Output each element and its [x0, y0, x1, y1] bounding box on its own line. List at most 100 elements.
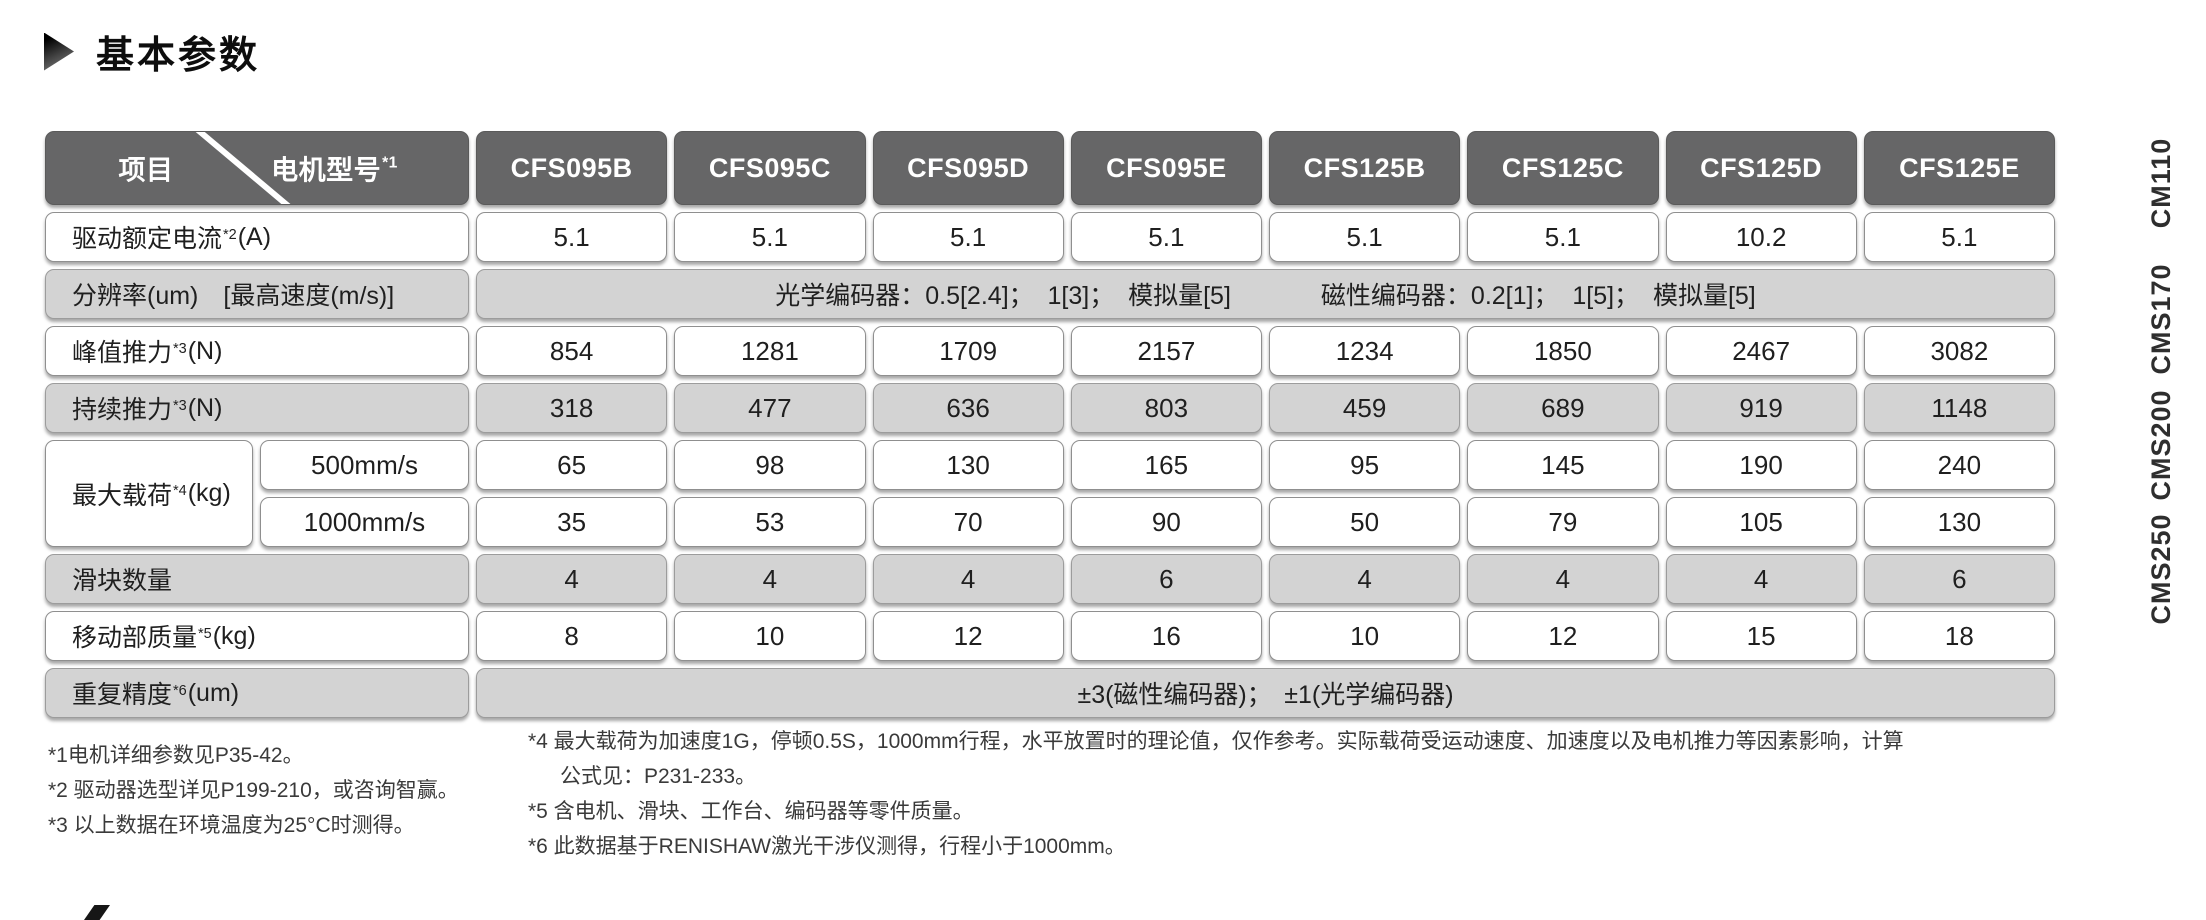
sub-row-500mm/s: 500mm/s 65 98 130 165 95 145 190 240	[260, 440, 2055, 490]
data-cell: 18	[1863, 611, 2055, 661]
sub-row-1000mm/s: 1000mm/s 35 53 70 90 50 79 105 130	[260, 497, 2055, 547]
side-label-cms200: CMS200	[2146, 389, 2176, 501]
data-cell: 16	[1070, 611, 1262, 661]
data-cell: 130	[1863, 497, 2055, 547]
header-model-cfs095d: CFS095D	[872, 131, 1064, 205]
row-slider-count: 滑块数量 4 4 4 6 4 4 4 6	[45, 554, 2055, 604]
data-cell: 95	[1269, 440, 1461, 490]
footnote-line: *2 驱动器选型详见P199-210，或咨询智赢。	[48, 779, 459, 802]
data-cell: 10.2	[1665, 212, 1857, 262]
page-corner-mark	[84, 905, 110, 920]
data-cell: 1148	[1863, 383, 2055, 433]
data-cell: 12	[872, 611, 1064, 661]
diagonal-divider	[195, 132, 291, 204]
data-cell: 689	[1467, 383, 1659, 433]
data-cell: 190	[1665, 440, 1857, 490]
merged-cell-repeatability: ±3(磁性编码器)； ±1(光学编码器)	[476, 668, 2055, 718]
data-cell: 53	[674, 497, 866, 547]
table-header-row: 项目 电机型号*1 CFS095B CFS095C CFS095D CFS095E CF…	[45, 131, 2055, 205]
row-continuous-thrust: 持续推力 *3 (N) 318 477 636 803 459 689 919 1148	[45, 383, 2055, 433]
footnotes: *1电机详细参数见P35-42。 *2 驱动器选型详见P199-210，或咨询智赢…	[48, 724, 2060, 864]
merged-text: 光学编码器：0.5[2.4]； 1[3]； 模拟量[5]	[775, 282, 1231, 310]
data-cell: 165	[1070, 440, 1262, 490]
footnote-line: 公式见：P231-233。	[560, 765, 757, 788]
row-label-resolution: 分辨率(um) [最高速度(m/s)]	[45, 269, 469, 319]
data-cell: 477	[674, 383, 866, 433]
row-label-rated-current: 驱动额定电流 *2 (A)	[45, 212, 469, 262]
data-cell: 4	[872, 554, 1064, 604]
footnote-line: *1电机详细参数见P35-42。	[48, 744, 304, 767]
data-cell: 145	[1467, 440, 1659, 490]
header-model-cfs095c: CFS095C	[674, 131, 866, 205]
section-title: 基本参数	[96, 35, 261, 77]
row-label-max-load: 最大载荷 *4 (kg)	[45, 440, 253, 547]
row-max-load: 最大载荷 *4 (kg) 500mm/s 65 98 130 165 95 145 190 240 10…	[45, 440, 2055, 547]
data-cell: 70	[872, 497, 1064, 547]
data-cell: 65	[476, 440, 668, 490]
data-cell: 4	[1665, 554, 1857, 604]
data-cell: 5.1	[674, 212, 866, 262]
data-cell: 50	[1269, 497, 1461, 547]
row-peak-thrust: 峰值推力 *3 (N) 854 1281 1709 2157 1234 1850 2467 3082	[45, 326, 2055, 376]
data-cell: 4	[476, 554, 668, 604]
data-cell: 98	[674, 440, 866, 490]
data-cell: 90	[1070, 497, 1262, 547]
row-label-repeatability: 重复精度 *6 (um)	[45, 668, 469, 718]
header-model-cfs095e: CFS095E	[1070, 131, 1262, 205]
footnote-line: *4 最大载荷为加速度1G，停顿0.5S，1000mm行程，水平放置时的理论值，…	[528, 730, 1904, 753]
data-cell: 636	[872, 383, 1064, 433]
header-corner-cell: 项目 电机型号*1	[45, 131, 469, 205]
data-cell: 105	[1665, 497, 1857, 547]
merged-text: ±3(磁性编码器)； ±1(光学编码器)	[1077, 681, 1454, 709]
footnote-line: *6 此数据基于RENISHAW激光干涉仪测得，行程小于1000mm。	[528, 835, 1126, 858]
data-cell: 2467	[1665, 326, 1857, 376]
data-cell: 3082	[1863, 326, 2055, 376]
side-label-cms250: CMS250	[2146, 513, 2176, 625]
row-label-peak-thrust: 峰值推力 *3 (N)	[45, 326, 469, 376]
data-cell: 5.1	[1070, 212, 1262, 262]
data-cell: 240	[1863, 440, 2055, 490]
spec-table: 项目 电机型号*1 CFS095B CFS095C CFS095D CFS095E CF…	[45, 131, 2055, 718]
data-cell: 130	[872, 440, 1064, 490]
sub-rows-max-load: 500mm/s 65 98 130 165 95 145 190 240 1000mm/s 35 53…	[260, 440, 2055, 547]
merged-text: 磁性编码器：0.2[1]； 1[5]； 模拟量[5]	[1320, 282, 1756, 310]
data-cell: 5.1	[872, 212, 1064, 262]
row-resolution: 分辨率(um) [最高速度(m/s)] 光学编码器：0.5[2.4]； 1[3]；…	[45, 269, 2055, 319]
row-label-slider-count: 滑块数量	[45, 554, 469, 604]
header-model-cfs125b: CFS125B	[1269, 131, 1461, 205]
footnote-line: *3 以上数据在环境温度为25°C时测得。	[48, 814, 415, 837]
data-cell: 10	[1269, 611, 1461, 661]
sub-label: 1000mm/s	[260, 497, 469, 547]
section-header: 基本参数	[44, 24, 260, 79]
data-cell: 12	[1467, 611, 1659, 661]
data-cell: 1709	[872, 326, 1064, 376]
data-cell: 4	[1269, 554, 1461, 604]
data-cell: 5.1	[1863, 212, 2055, 262]
data-cell: 459	[1269, 383, 1461, 433]
row-rated-current: 驱动额定电流 *2 (A) 5.1 5.1 5.1 5.1 5.1 5.1 10.2 5.1	[45, 212, 2055, 262]
data-cell: 4	[1467, 554, 1659, 604]
data-cell: 5.1	[1467, 212, 1659, 262]
header-model-cfs095b: CFS095B	[476, 131, 668, 205]
data-cell: 5.1	[1269, 212, 1461, 262]
row-label-continuous-thrust: 持续推力 *3 (N)	[45, 383, 469, 433]
header-model-label-text: 电机型号	[271, 155, 382, 186]
header-model-label: 电机型号*1	[220, 149, 450, 188]
data-cell: 2157	[1070, 326, 1262, 376]
data-cell: 854	[476, 326, 668, 376]
data-cell: 35	[476, 497, 668, 547]
data-cell: 10	[674, 611, 866, 661]
data-cell: 6	[1863, 554, 2055, 604]
data-cell: 1281	[674, 326, 866, 376]
data-cell: 8	[476, 611, 668, 661]
data-cell: 1850	[1467, 326, 1659, 376]
data-cell: 803	[1070, 383, 1262, 433]
header-item-label: 项目	[118, 155, 174, 186]
sub-label: 500mm/s	[260, 440, 469, 490]
data-cell: 79	[1467, 497, 1659, 547]
data-cell: 5.1	[476, 212, 668, 262]
header-model-cfs125e: CFS125E	[1863, 131, 2055, 205]
header-model-cfs125c: CFS125C	[1467, 131, 1659, 205]
data-cell: 919	[1665, 383, 1857, 433]
side-label-cms170: CMS170	[2146, 263, 2176, 375]
